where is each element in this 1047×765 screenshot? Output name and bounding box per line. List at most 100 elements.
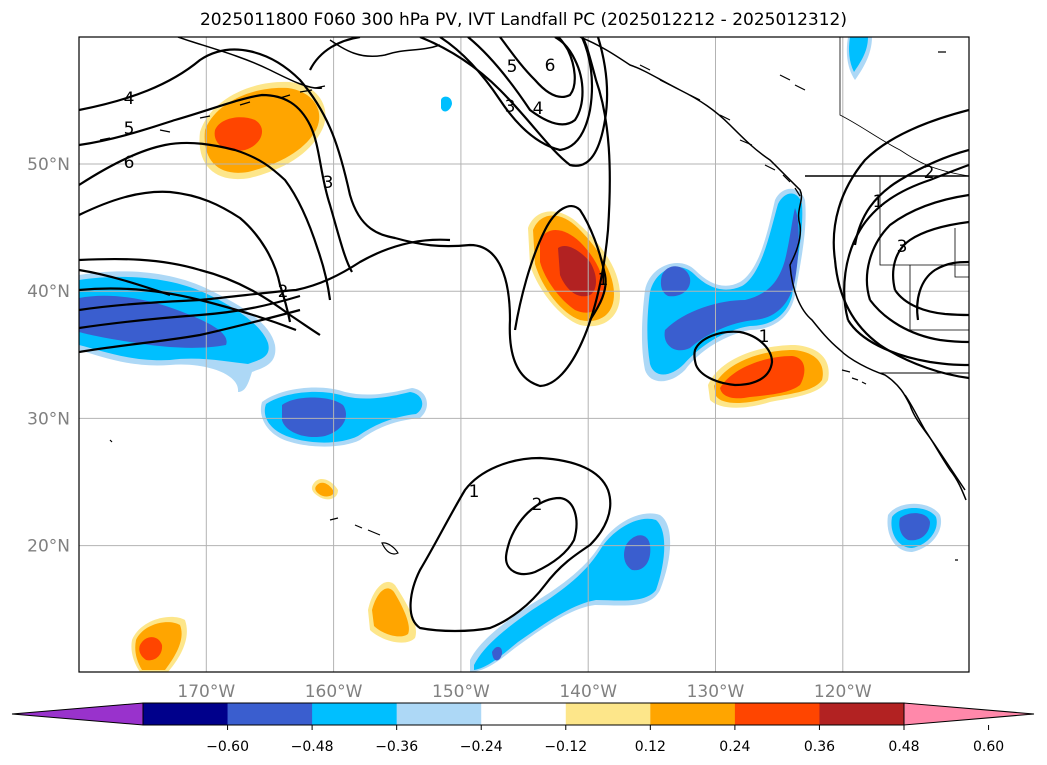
colorbar-segment [143, 703, 229, 725]
colorbar-segment [819, 703, 905, 725]
colorbar-tick-label: −0.60 [206, 739, 249, 755]
colorbar-extend-max [903, 702, 1035, 726]
contour-label: 2 [278, 282, 289, 302]
contour-line [79, 37, 611, 388]
axis-labels: 170°W 160°W 150°W 140°W 130°W 120°W 50°N 40°N 30… [27, 155, 872, 702]
pv-negative-region [664, 208, 799, 351]
colorbar-segment [734, 703, 820, 725]
contour-line [467, 37, 584, 126]
colorbar-tick-label: −0.12 [544, 739, 587, 755]
pv-negative-region [660, 266, 691, 297]
contour-label: 1 [873, 192, 884, 212]
longitude-tick-label: 150°W [432, 682, 490, 702]
longitude-tick-label: 160°W [305, 682, 363, 702]
pv-negative-region [624, 535, 651, 571]
latitude-tick-label: 50°N [27, 155, 70, 175]
border-canada-alaska [839, 37, 969, 177]
contour-label: 6 [124, 153, 135, 173]
pv-negative-region [899, 513, 930, 541]
contour-line [869, 299, 969, 344]
coastline-baja [904, 394, 967, 501]
contour-line [843, 163, 969, 321]
contour-line [865, 193, 969, 301]
contour-line [79, 268, 171, 297]
colorbar-tick-label: 0.60 [973, 739, 1004, 755]
colorbar-tick-label: −0.24 [460, 739, 503, 755]
pv-negative-region [441, 96, 452, 112]
colorbar-segment [481, 703, 567, 725]
pv-positive-region [139, 637, 163, 661]
contour-line [513, 205, 607, 331]
contour-label: 5 [124, 119, 135, 139]
pv-negative-region [79, 295, 227, 348]
pv-positive-region [214, 117, 263, 151]
contour-line [79, 238, 451, 312]
pv-fill-layer [79, 37, 942, 672]
colorbar-tick-label: 0.24 [719, 739, 750, 755]
hawaii-islands [329, 517, 399, 555]
figure-title: 2025011800 F060 300 hPa PV, IVT Landfall… [199, 10, 847, 30]
colorbar-tick-label: 0.36 [804, 739, 835, 755]
contour-label: 2 [532, 495, 543, 515]
contour-layer [79, 37, 969, 633]
contour-line [439, 37, 594, 152]
pv-negative-region [492, 646, 503, 661]
small-islands [109, 51, 958, 561]
colorbar-tick-label: −0.48 [291, 739, 334, 755]
latitude-tick-label: 40°N [27, 282, 70, 302]
coastline-north-america [177, 37, 966, 491]
pv-positive-region [315, 482, 334, 497]
bc-islands [639, 64, 801, 197]
colorbar-extend-min [11, 702, 144, 726]
aleutian-islands [99, 85, 326, 141]
contour-line [79, 190, 292, 323]
map-frame [78, 36, 970, 673]
pv-negative-region [849, 37, 868, 72]
contour-label: 1 [759, 327, 770, 347]
contour-label: 1 [598, 270, 609, 290]
contour-line [79, 141, 332, 301]
pv-positive-region [372, 588, 409, 637]
contour-label: 5 [507, 57, 518, 77]
contour-label: 3 [505, 97, 516, 117]
contour-line [79, 93, 353, 273]
contour-label: 4 [533, 99, 544, 119]
colorbar-tick-label: 0.12 [635, 739, 666, 755]
latitude-tick-label: 30°N [27, 409, 70, 429]
pv-negative-region [474, 518, 665, 670]
channel-islands [841, 369, 867, 385]
colorbar-segment [312, 703, 398, 725]
colorbar-tick-label: −0.36 [375, 739, 418, 755]
contour-line [79, 308, 301, 354]
contour-line [847, 319, 969, 367]
colorbar-segment [396, 703, 482, 725]
longitude-tick-label: 120°W [814, 682, 872, 702]
latitude-tick-label: 20°N [27, 537, 70, 557]
contour-line [693, 330, 774, 387]
contour-line [853, 148, 969, 246]
contour-line [504, 496, 578, 576]
contour-line [499, 37, 576, 98]
pv-negative-region [282, 397, 346, 438]
contour-line [79, 257, 321, 336]
contour-label: 2 [924, 163, 935, 183]
longitude-tick-label: 130°W [687, 682, 745, 702]
pv-positive-region [558, 245, 596, 297]
colorbar-segment [565, 703, 651, 725]
contour-line [894, 289, 969, 317]
contour-label: 6 [545, 56, 556, 76]
contour-label: 3 [897, 237, 908, 257]
contour-line [892, 220, 969, 291]
contour-line [916, 260, 969, 321]
contour-line [79, 294, 301, 330]
colorbar: −0.60 −0.48 −0.36 −0.24 −0.12 0.12 0.24 0.36 0.4… [11, 702, 1035, 755]
contour-line [833, 259, 969, 380]
colorbar-segment [227, 703, 313, 725]
colorbar-segment [650, 703, 736, 725]
contour-line [409, 456, 612, 633]
contour-label: 3 [323, 173, 334, 193]
longitude-tick-label: 140°W [559, 682, 617, 702]
